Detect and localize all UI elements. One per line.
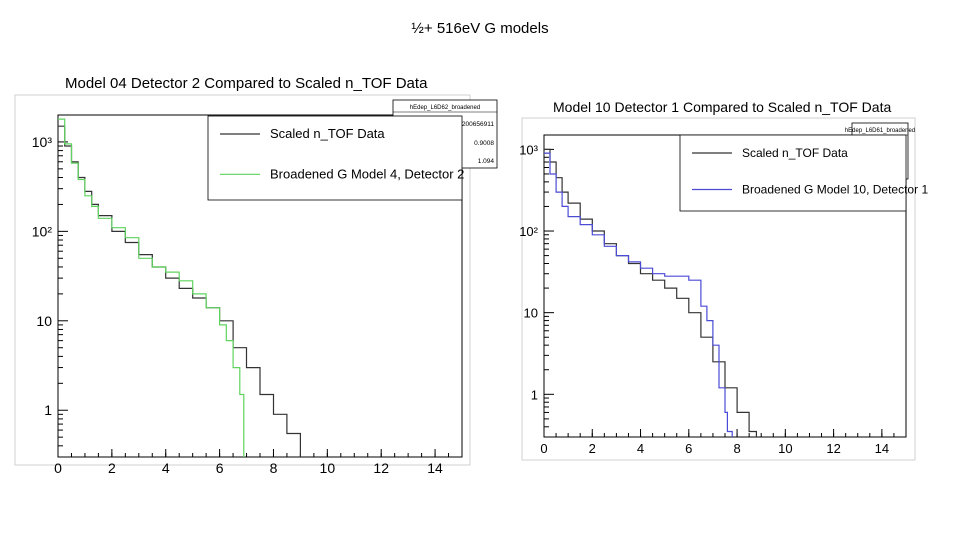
y-tick-label: 10³: [32, 134, 53, 150]
stats-name: hEdep_L6D61_broadened: [845, 128, 915, 134]
x-tick-label: 14: [875, 441, 889, 456]
x-tick-label: 2: [589, 441, 596, 456]
x-tick-label: 6: [216, 460, 224, 476]
x-tick-label: 4: [637, 441, 644, 456]
stats-mean: 0.9008: [474, 140, 494, 147]
y-tick-label: 10: [524, 306, 538, 321]
legend-label-2: Broadened G Model 10, Detector 1: [742, 182, 928, 196]
x-tick-label: 10: [320, 460, 336, 476]
x-tick-label: 12: [826, 441, 840, 456]
x-tick-label: 10: [778, 441, 792, 456]
legend-label-1: Scaled n_TOF Data: [270, 126, 385, 141]
x-tick-label: 6: [685, 441, 692, 456]
stats-name: hEdep_L6D62_broadened: [410, 105, 480, 111]
y-tick-label: 10²: [32, 223, 53, 239]
legend-box: [207, 115, 463, 201]
y-tick-label: 10: [36, 313, 52, 329]
y-tick-label: 10²: [519, 224, 538, 239]
slide-title: ½+ 516eV G models: [411, 20, 549, 37]
x-tick-label: 0: [540, 441, 547, 456]
legend-box: [679, 134, 907, 212]
x-tick-label: 14: [427, 460, 443, 476]
x-tick-label: 2: [108, 460, 116, 476]
series-line-1: [544, 148, 757, 437]
chart-title: Model 10 Detector 1 Compared to Scaled n…: [553, 99, 891, 115]
chart-frame: [521, 117, 916, 461]
chart-2: Model 10 Detector 1 Compared to Scaled n…: [519, 99, 928, 461]
x-tick-label: 0: [54, 460, 62, 476]
legend-label-2: Broadened G Model 4, Detector 2: [270, 166, 464, 181]
x-tick-label: 4: [162, 460, 170, 476]
x-tick-label: 8: [733, 441, 740, 456]
series-line-2: [544, 152, 733, 437]
chart-1: Model 04 Detector 2 Compared to Scaled n…: [14, 75, 498, 476]
series-line-2: [58, 118, 245, 457]
chart-title: Model 04 Detector 2 Compared to Scaled n…: [65, 75, 428, 92]
y-tick-label: 10³: [519, 142, 538, 157]
x-tick-label: 12: [373, 460, 389, 476]
y-tick-label: 1: [531, 387, 538, 402]
legend-label-1: Scaled n_TOF Data: [742, 146, 848, 160]
x-tick-label: 8: [270, 460, 278, 476]
stats-entries: 200656911: [462, 121, 494, 128]
y-tick-label: 1: [44, 402, 52, 418]
stats-std: 1.094: [478, 158, 495, 165]
chart-frame: [14, 94, 471, 466]
